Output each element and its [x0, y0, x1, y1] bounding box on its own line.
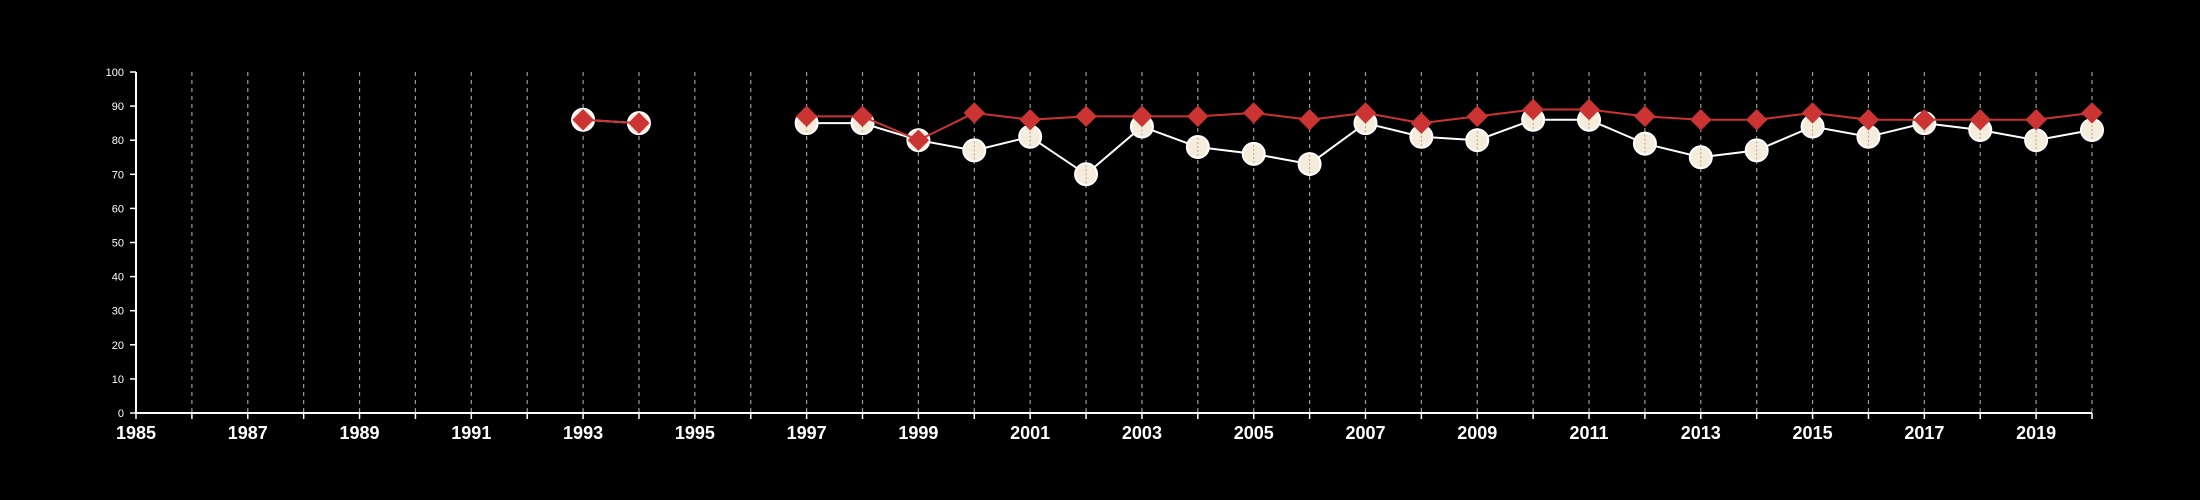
- x-tick-label: 1997: [787, 423, 827, 443]
- data-point: [1690, 109, 1712, 131]
- data-point: [1131, 105, 1153, 128]
- data-point: [851, 105, 874, 128]
- data-point: [1187, 105, 1209, 128]
- x-tick-label: 2019: [2016, 423, 2056, 443]
- data-point: [1634, 105, 1656, 128]
- y-tick-label: 70: [112, 169, 124, 181]
- x-tick-label: 2013: [1681, 423, 1721, 443]
- data-point: [1354, 102, 1377, 124]
- x-tick-label: 2005: [1234, 423, 1274, 443]
- x-tick-label: 2001: [1010, 423, 1050, 443]
- data-point: [1243, 102, 1265, 124]
- x-tick-label: 1999: [898, 423, 938, 443]
- x-tick-label: 2017: [1904, 423, 1944, 443]
- x-tick-label: 2015: [1793, 423, 1833, 443]
- data-point: [1913, 109, 1936, 131]
- series: [571, 98, 2104, 187]
- series-2: [572, 98, 2103, 151]
- x-tick-label: 2009: [1457, 423, 1497, 443]
- x-tick-label: 2011: [1569, 423, 1608, 443]
- data-point: [1969, 109, 1991, 131]
- data-point: [1019, 109, 1041, 131]
- data-point: [628, 112, 650, 134]
- data-point: [1075, 105, 1097, 128]
- data-point: [1410, 112, 1433, 134]
- x-tick-label: 1987: [228, 423, 268, 443]
- y-tick-label: 40: [112, 272, 124, 284]
- data-point: [572, 109, 594, 131]
- x-tick-label: 1993: [563, 423, 603, 443]
- y-tick-label: 30: [112, 306, 124, 318]
- data-point: [2025, 109, 2047, 131]
- data-point: [1522, 98, 1544, 121]
- y-tick-label: 50: [112, 238, 124, 250]
- data-point: [1578, 98, 1600, 121]
- x-tick-label: 1991: [451, 423, 491, 443]
- x-tick-label: 1995: [675, 423, 715, 443]
- data-point: [795, 105, 818, 128]
- y-tick-label: 20: [112, 340, 124, 352]
- x-tick-label: 1989: [340, 423, 380, 443]
- y-tick-label: 100: [106, 67, 124, 79]
- x-tick-label: 1985: [116, 423, 156, 443]
- data-point: [1857, 109, 1880, 131]
- axes: 1985 1987 1989 1991 1993 1995 1997 1999 2001 2003…: [106, 67, 2093, 443]
- data-point: [963, 102, 985, 124]
- y-tick-label: 90: [112, 101, 124, 113]
- data-point: [907, 129, 930, 151]
- y-tick-label: 80: [112, 135, 124, 147]
- y-tick-label: 60: [112, 203, 124, 215]
- data-point: [1745, 109, 1768, 131]
- y-tick-label: 0: [118, 408, 124, 420]
- data-point: [1466, 105, 1488, 128]
- data-point: [1298, 109, 1321, 131]
- x-tick-label: 2007: [1345, 423, 1385, 443]
- data-point: [2081, 102, 2103, 124]
- x-tick-label: 2003: [1122, 423, 1162, 443]
- y-tick-label: 10: [112, 374, 124, 386]
- data-point: [1801, 102, 1824, 124]
